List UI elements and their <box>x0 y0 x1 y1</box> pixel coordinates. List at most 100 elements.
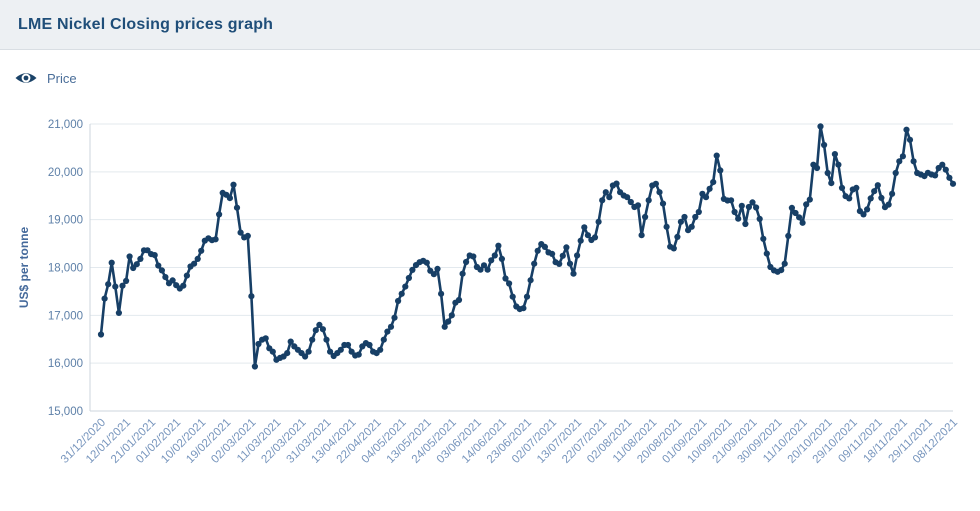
data-point-marker[interactable] <box>248 293 255 300</box>
data-point-marker[interactable] <box>645 197 652 204</box>
data-point-marker[interactable] <box>835 161 842 168</box>
data-point-marker[interactable] <box>520 305 527 312</box>
data-point-marker[interactable] <box>366 341 373 349</box>
data-point-marker[interactable] <box>463 258 470 266</box>
data-point-marker[interactable] <box>753 204 760 211</box>
data-point-marker[interactable] <box>889 190 896 197</box>
data-point-marker[interactable] <box>309 336 316 343</box>
data-point-marker[interactable] <box>498 255 505 262</box>
data-point-marker[interactable] <box>430 271 437 278</box>
data-point-marker[interactable] <box>799 219 806 226</box>
data-point-marker[interactable] <box>233 204 241 211</box>
data-point-marker[interactable] <box>216 211 223 218</box>
data-point-marker[interactable] <box>477 266 484 273</box>
data-point-marker[interactable] <box>760 235 767 242</box>
data-point-marker[interactable] <box>355 351 362 358</box>
data-point-marker[interactable] <box>574 252 581 259</box>
data-point-marker[interactable] <box>828 180 835 187</box>
data-point-marker[interactable] <box>853 184 860 191</box>
data-point-marker[interactable] <box>126 253 133 260</box>
data-point-marker[interactable] <box>903 126 910 133</box>
data-point-marker[interactable] <box>244 232 251 239</box>
data-point-marker[interactable] <box>885 201 892 208</box>
data-point-marker[interactable] <box>939 161 946 168</box>
data-point-marker[interactable] <box>198 247 205 254</box>
data-point-marker[interactable] <box>302 353 309 360</box>
data-point-marker[interactable] <box>212 236 219 243</box>
data-point-marker[interactable] <box>230 181 237 188</box>
data-point-marker[interactable] <box>735 215 742 222</box>
data-point-marker[interactable] <box>251 363 258 370</box>
data-point-marker[interactable] <box>491 252 498 259</box>
data-point-marker[interactable] <box>226 195 233 202</box>
data-point-marker[interactable] <box>531 260 538 267</box>
data-point-marker[interactable] <box>706 185 713 192</box>
data-point-marker[interactable] <box>405 274 412 282</box>
data-point-marker[interactable] <box>899 153 907 160</box>
data-point-marker[interactable] <box>387 323 395 330</box>
data-point-marker[interactable] <box>470 253 477 260</box>
data-point-marker[interactable] <box>151 252 158 259</box>
data-point-marker[interactable] <box>438 290 445 297</box>
data-point-marker[interactable] <box>692 213 699 221</box>
price-chart[interactable]: 15,000 16,000 17,000 18,000 19,000 20,000 21,0… <box>0 100 980 506</box>
data-point-marker[interactable] <box>541 243 549 250</box>
data-point-marker[interactable] <box>409 266 416 273</box>
data-point-marker[interactable] <box>509 293 516 300</box>
data-point-marker[interactable] <box>949 180 957 187</box>
data-point-marker[interactable] <box>860 211 867 218</box>
data-point-marker[interactable] <box>284 350 291 357</box>
data-point-marker[interactable] <box>946 174 953 181</box>
data-point-marker[interactable] <box>864 206 871 213</box>
data-point-marker[interactable] <box>380 336 387 343</box>
data-point-marker[interactable] <box>287 338 294 345</box>
data-point-marker[interactable] <box>695 208 702 216</box>
data-point-marker[interactable] <box>638 232 645 239</box>
data-point-marker[interactable] <box>932 172 939 179</box>
data-point-marker[interactable] <box>731 208 738 216</box>
data-point-marker[interactable] <box>549 250 556 257</box>
data-point-marker[interactable] <box>867 195 874 202</box>
data-point-marker[interactable] <box>896 158 903 165</box>
data-point-marker[interactable] <box>738 202 745 209</box>
data-point-marker[interactable] <box>133 261 140 268</box>
data-point-marker[interactable] <box>563 244 570 251</box>
data-point-marker[interactable] <box>806 196 813 203</box>
data-point-marker[interactable] <box>624 194 631 201</box>
data-point-marker[interactable] <box>183 272 190 279</box>
data-point-marker[interactable] <box>506 280 513 287</box>
data-point-marker[interactable] <box>892 169 899 177</box>
data-point-marker[interactable] <box>871 188 878 195</box>
data-point-marker[interactable] <box>577 237 584 244</box>
data-point-marker[interactable] <box>269 348 276 355</box>
data-point-marker[interactable] <box>627 198 634 206</box>
data-point-marker[interactable] <box>584 232 592 239</box>
data-point-marker[interactable] <box>785 232 792 239</box>
data-point-marker[interactable] <box>728 197 735 204</box>
data-point-marker[interactable] <box>688 223 695 230</box>
data-point-marker[interactable] <box>778 267 785 274</box>
data-point-marker[interactable] <box>158 267 165 274</box>
data-point-marker[interactable] <box>749 199 756 206</box>
data-point-marker[interactable] <box>527 277 534 284</box>
data-point-marker[interactable] <box>323 336 330 343</box>
data-point-marker[interactable] <box>108 259 115 266</box>
data-point-marker[interactable] <box>119 282 126 289</box>
legend-item-price[interactable]: Price <box>14 70 77 86</box>
data-point-marker[interactable] <box>906 136 914 143</box>
data-point-marker[interactable] <box>570 270 577 277</box>
data-point-marker[interactable] <box>792 209 799 217</box>
data-point-marker[interactable] <box>681 213 688 221</box>
data-point-marker[interactable] <box>796 214 803 221</box>
data-point-marker[interactable] <box>97 331 105 338</box>
data-point-marker[interactable] <box>642 213 649 221</box>
data-point-marker[interactable] <box>745 203 753 211</box>
data-point-marker[interactable] <box>377 346 384 353</box>
data-point-marker[interactable] <box>441 323 448 330</box>
data-point-marker[interactable] <box>459 270 466 277</box>
data-point-marker[interactable] <box>137 255 144 262</box>
data-point-marker[interactable] <box>788 204 796 211</box>
data-point-marker[interactable] <box>434 265 441 272</box>
data-point-marker[interactable] <box>670 245 677 252</box>
data-point-marker[interactable] <box>838 184 846 191</box>
